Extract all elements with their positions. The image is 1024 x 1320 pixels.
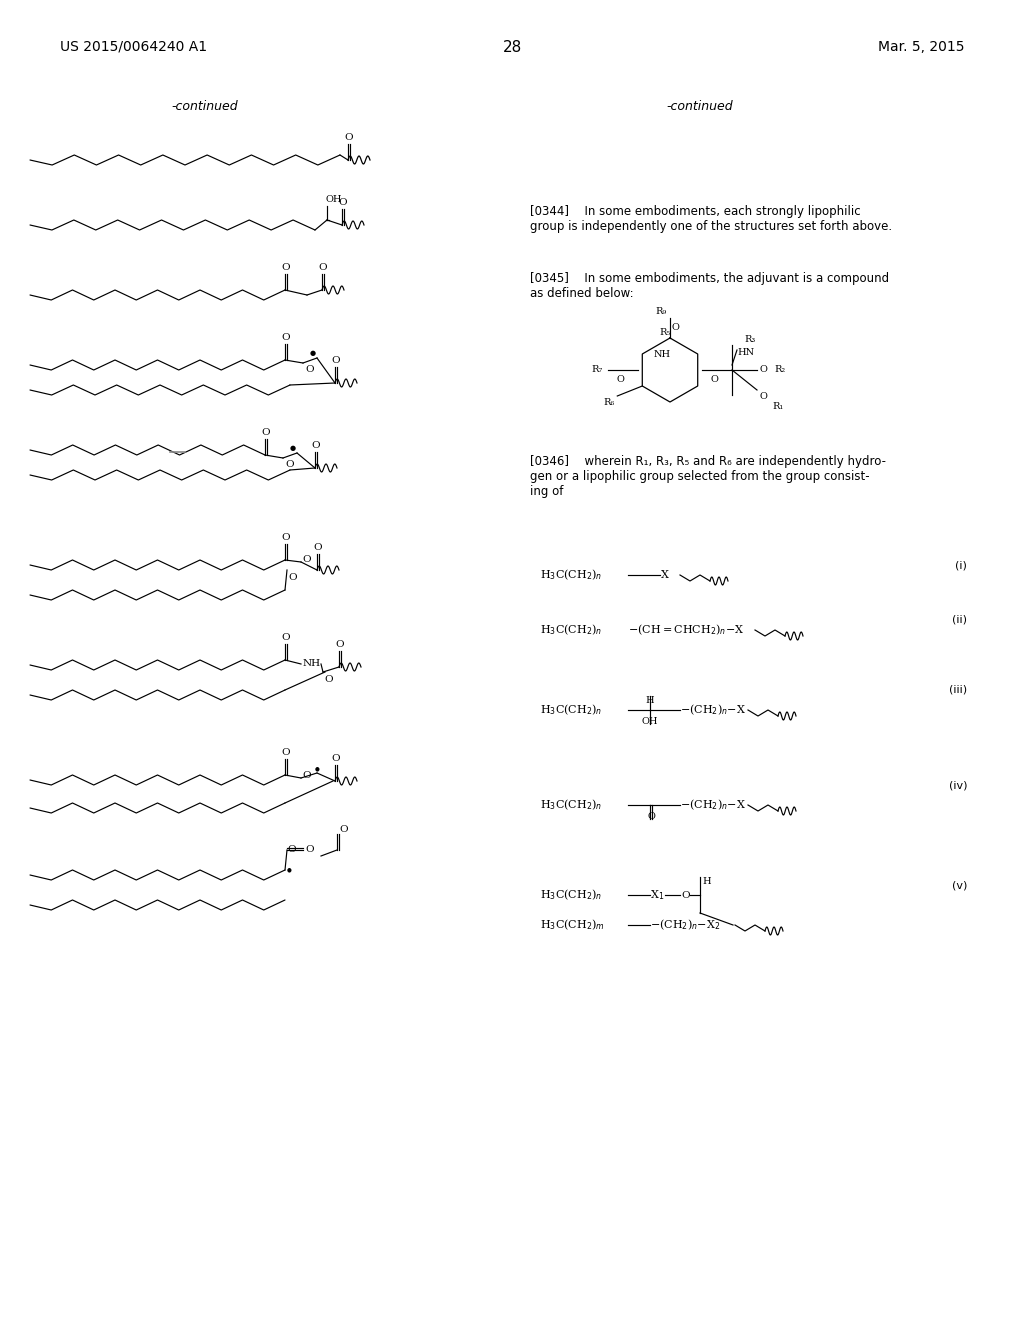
Text: H: H: [646, 696, 654, 705]
Text: [0345]  In some embodiments, the adjuvant is a compound
as defined below:: [0345] In some embodiments, the adjuvant…: [530, 272, 889, 300]
Text: R₇: R₇: [592, 366, 603, 375]
Text: O: O: [305, 366, 313, 374]
Text: H$_3$C(CH$_2$)$_n$: H$_3$C(CH$_2$)$_n$: [540, 568, 602, 582]
Text: O: O: [336, 640, 344, 649]
Text: H$_3$C(CH$_2$)$_m$: H$_3$C(CH$_2$)$_m$: [540, 917, 605, 932]
Text: O: O: [287, 845, 296, 854]
Text: O: O: [305, 845, 313, 854]
Text: H$_3$C(CH$_2$)$_n$: H$_3$C(CH$_2$)$_n$: [540, 623, 602, 638]
Text: [0346]  wherein R₁, R₃, R₅ and R₆ are independently hydro-
gen or a lipophilic g: [0346] wherein R₁, R₃, R₅ and R₆ are ind…: [530, 455, 886, 498]
Text: O: O: [311, 441, 321, 450]
Text: ●: ●: [287, 867, 292, 873]
Text: O: O: [302, 771, 310, 780]
Text: H$_3$C(CH$_2$)$_n$: H$_3$C(CH$_2$)$_n$: [540, 702, 602, 717]
Text: $-$(CH$_2$)$_n$$-$X: $-$(CH$_2$)$_n$$-$X: [680, 797, 746, 812]
Text: HN: HN: [737, 348, 754, 356]
Text: O: O: [282, 333, 291, 342]
Text: R₉: R₉: [655, 308, 667, 315]
Text: (iv): (iv): [948, 780, 967, 789]
Text: (ii): (ii): [952, 615, 967, 624]
Text: O: O: [710, 375, 718, 384]
Text: X: X: [662, 570, 669, 579]
Text: O: O: [672, 323, 680, 333]
Text: (i): (i): [955, 560, 967, 570]
Text: O: O: [313, 543, 323, 552]
Text: 28: 28: [503, 40, 521, 55]
Text: ●: ●: [310, 350, 316, 356]
Text: O: O: [332, 754, 340, 763]
Text: O: O: [759, 392, 767, 401]
Text: OH: OH: [642, 717, 658, 726]
Text: O: O: [760, 366, 768, 375]
Text: O: O: [616, 375, 624, 384]
Text: R₂: R₂: [774, 366, 785, 375]
Text: NH: NH: [303, 660, 322, 668]
Text: O: O: [282, 263, 291, 272]
Text: O: O: [345, 133, 353, 143]
Text: O: O: [288, 573, 297, 582]
Text: H$_3$C(CH$_2$)$_n$: H$_3$C(CH$_2$)$_n$: [540, 887, 602, 903]
Text: O: O: [647, 812, 655, 821]
Text: O: O: [318, 263, 328, 272]
Text: O: O: [681, 891, 689, 899]
Text: O: O: [339, 825, 347, 834]
Text: O: O: [285, 459, 294, 469]
Text: (v): (v): [951, 880, 967, 890]
Text: $-$(CH$=$CHCH$_2$)$_n$$-$X: $-$(CH$=$CHCH$_2$)$_n$$-$X: [628, 623, 744, 638]
Text: O: O: [282, 634, 291, 642]
Text: X$_1$: X$_1$: [650, 888, 665, 902]
Text: O: O: [302, 556, 310, 565]
Text: O: O: [332, 356, 340, 366]
Text: O: O: [324, 675, 333, 684]
Text: R₁: R₁: [772, 403, 783, 411]
Text: O: O: [282, 748, 291, 756]
Text: $-$(CH$_2$)$_n$$-$X$_2$: $-$(CH$_2$)$_n$$-$X$_2$: [650, 917, 721, 932]
Text: O: O: [282, 533, 291, 543]
Text: [0344]  In some embodiments, each strongly lipophilic
group is independently one: [0344] In some embodiments, each strongl…: [530, 205, 892, 234]
Text: O: O: [262, 428, 270, 437]
Text: R₃: R₃: [744, 335, 756, 345]
Text: Mar. 5, 2015: Mar. 5, 2015: [878, 40, 964, 54]
Text: -continued: -continued: [172, 100, 239, 114]
Text: H$_3$C(CH$_2$)$_n$: H$_3$C(CH$_2$)$_n$: [540, 797, 602, 812]
Text: H: H: [702, 876, 711, 886]
Text: $-$(CH$_2$)$_n$$-$X: $-$(CH$_2$)$_n$$-$X: [680, 702, 746, 717]
Text: NH: NH: [653, 350, 671, 359]
Text: (iii): (iii): [949, 685, 967, 696]
Text: R₆: R₆: [603, 399, 614, 407]
Text: OH: OH: [325, 195, 341, 205]
Text: ●: ●: [290, 445, 296, 451]
Text: US 2015/0064240 A1: US 2015/0064240 A1: [60, 40, 207, 54]
Text: R₅: R₅: [659, 327, 671, 337]
Text: O: O: [339, 198, 347, 207]
Text: ●: ●: [314, 766, 319, 771]
Text: -continued: -continued: [667, 100, 733, 114]
